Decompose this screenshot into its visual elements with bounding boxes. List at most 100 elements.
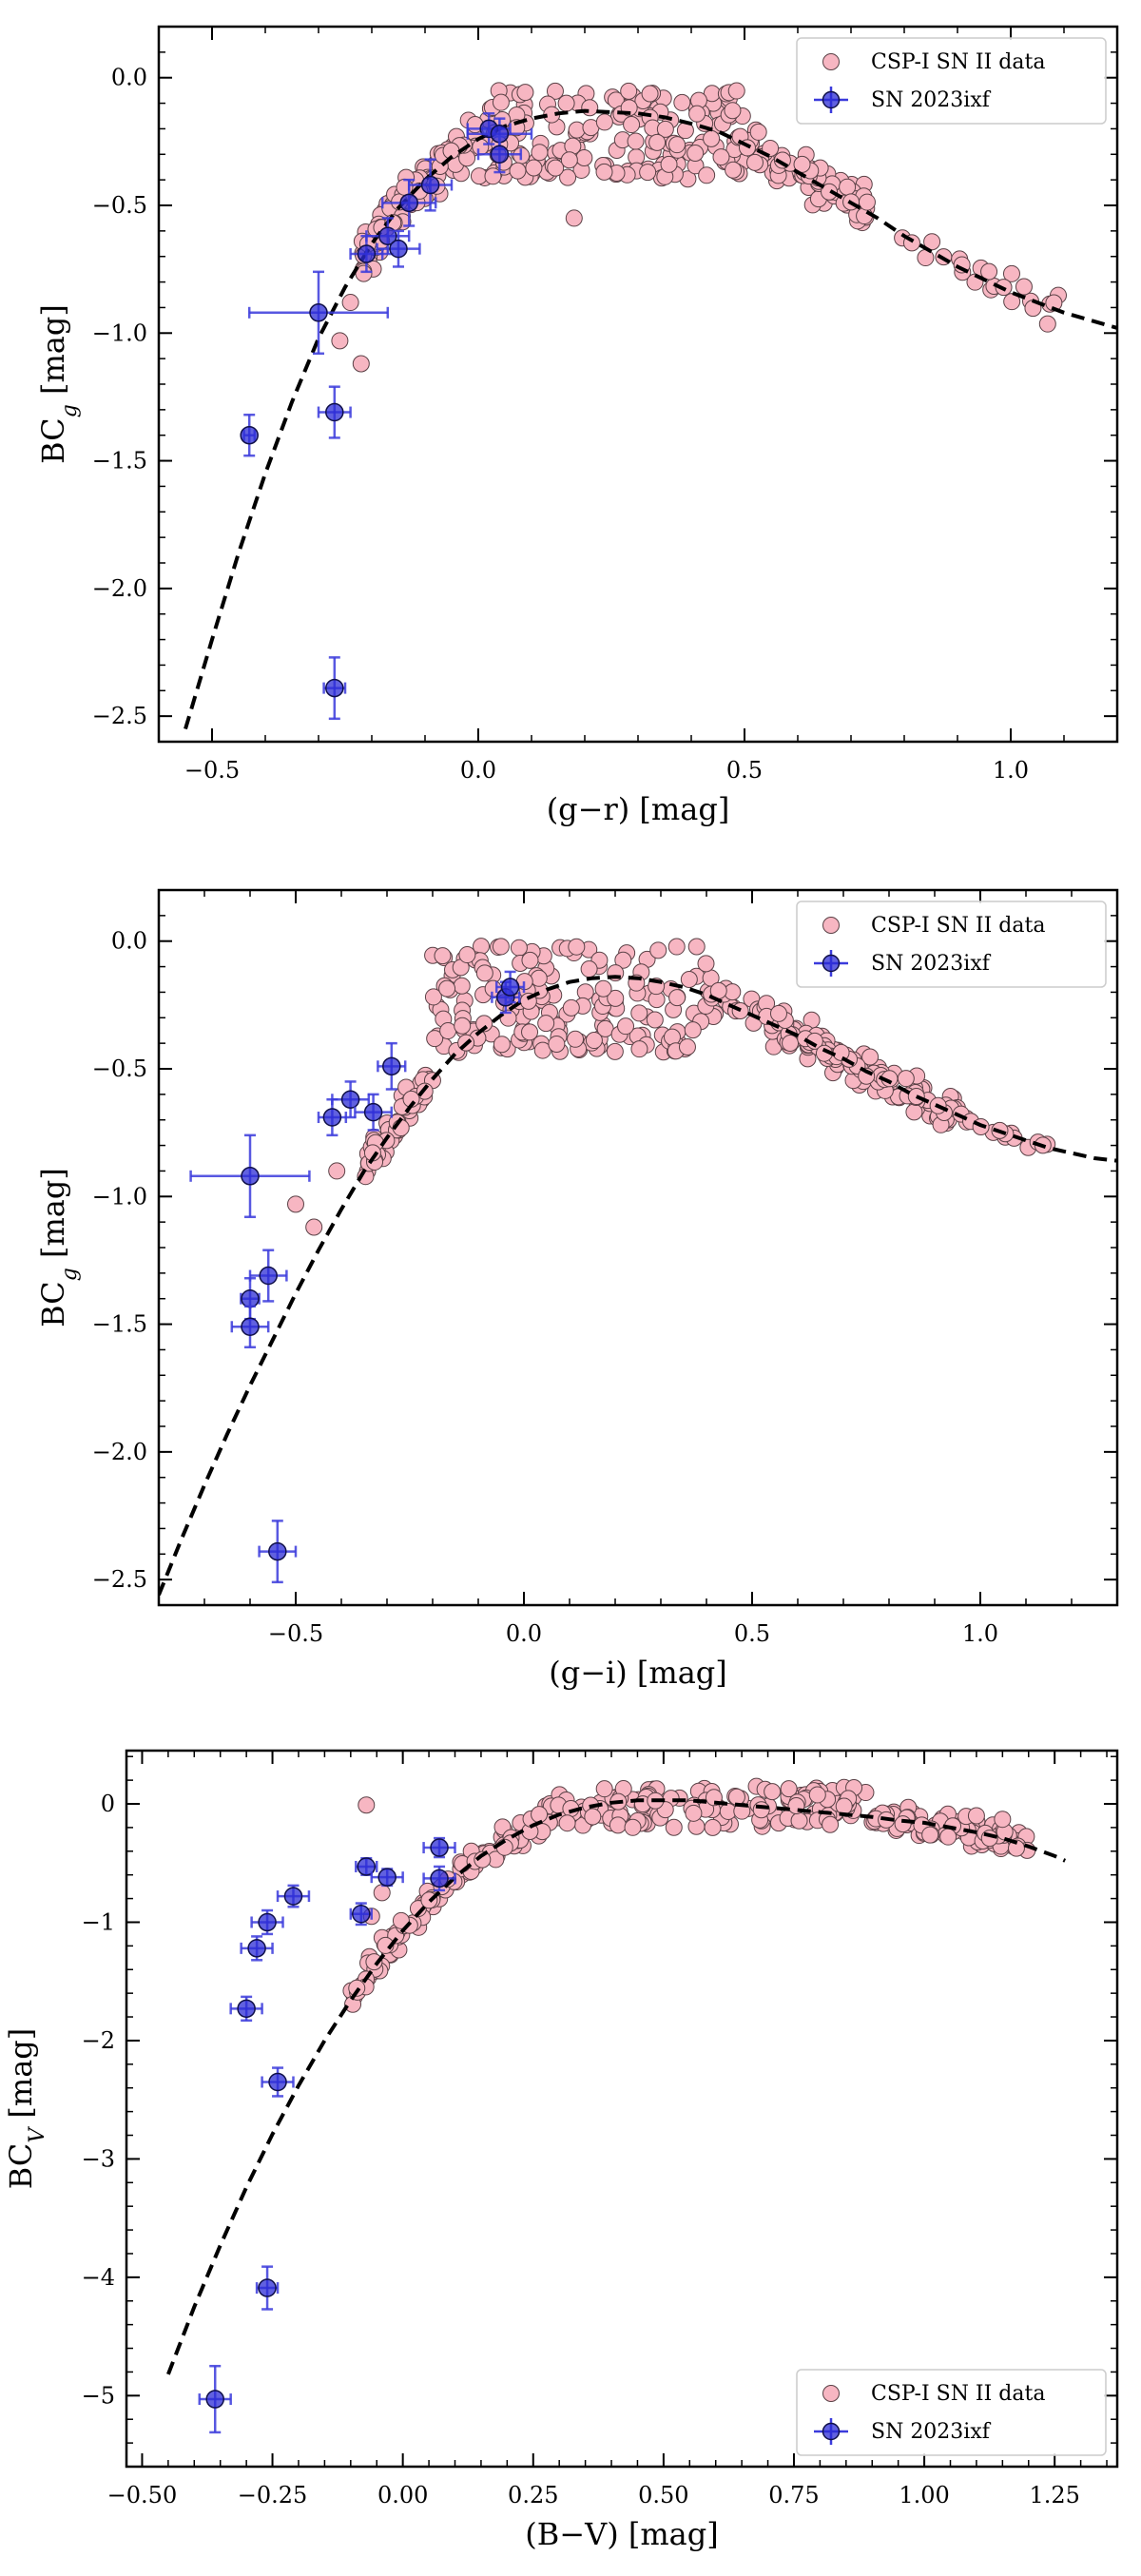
x-tick-label: 0.5 [734,1620,770,1647]
csp-point [684,1021,702,1039]
csp-point [439,1022,457,1040]
csp-point [839,178,857,196]
ticks [159,26,1118,743]
csp-point [905,1103,923,1121]
csp-point [917,249,935,267]
x-tick-label: 1.25 [1029,2482,1079,2508]
csp-point [680,971,698,989]
sn-point [317,385,352,439]
csp-point [752,1801,770,1819]
csp-point [764,1783,782,1801]
csp-point [685,1804,703,1822]
csp-point [897,1070,915,1088]
y-tick-label: −2.5 [92,703,147,729]
x-tick-label: 0.00 [377,2482,428,2508]
sn-point [240,1935,274,1962]
plot-area [166,1777,1067,2434]
csp-point [580,960,598,978]
csp-point [994,1811,1012,1829]
legend-sn-label: SN 2023ixf [871,88,992,112]
csp-point [624,1818,642,1836]
csp-point [305,1218,323,1236]
csp-data-points [342,1777,1036,2013]
sn-point [317,1097,348,1137]
csp-point [521,1023,539,1041]
y-tick-label: −0.5 [92,1056,147,1082]
sn-point [322,656,347,721]
csp-point [745,153,764,171]
csp-point [568,121,586,139]
csp-point [458,946,476,964]
csp-point [614,951,632,969]
csp-point [861,1048,880,1066]
sn-point [349,234,384,274]
csp-point [509,162,527,180]
csp-point [858,193,876,211]
csp-point [668,989,687,1007]
sn-point [230,1305,270,1348]
sn-point [258,1520,298,1584]
csp-point [630,1040,648,1058]
csp-point [348,1979,366,1997]
axes-frame [125,1749,1119,2469]
sn-point [247,270,390,356]
csp-point [568,938,586,956]
csp-point [725,161,743,179]
csp-point [426,1030,444,1048]
csp-point [424,988,442,1006]
csp-point [365,1953,383,1971]
sn-point [248,1249,288,1303]
csp-point [434,947,452,965]
csp-point [560,151,578,169]
csp-point [769,1004,787,1022]
sn-point [376,229,421,268]
legend-csp-label: CSP-I SN II data [871,914,1045,938]
csp-point [454,1017,472,1035]
csp-point [525,159,543,177]
sn-point [422,1836,456,1859]
csp-point [352,355,370,373]
x-tick-label: 0.0 [506,1620,542,1647]
y-tick-label: −5 [82,2382,115,2409]
csp-point [595,163,613,181]
csp-point [493,1036,511,1054]
x-tick-label: 0.0 [460,757,496,784]
x-tick-label: 1.0 [993,757,1029,784]
fit-curve [166,1798,1067,2375]
sn-point [365,217,411,256]
csp-point [564,137,582,155]
x-tick-label: 0.5 [726,757,763,784]
y-tick-label: −3 [82,2145,115,2172]
csp-point [790,1811,808,1830]
csp-point [558,1814,576,1832]
csp-point [472,138,490,156]
sn-point [250,1908,284,1936]
sn-point [198,2364,232,2434]
x-tick-label: 0.50 [638,2482,688,2508]
fit-curve [159,975,1117,1597]
csp-point [724,102,742,120]
sn-point [240,413,259,457]
csp-point [492,938,510,956]
csp-point [392,1911,410,1929]
csp-point [921,1826,939,1844]
y-tick-label: −2.0 [92,1439,147,1465]
sn-point [229,1995,263,2023]
y-axis-label: BCg [mag] [35,304,82,464]
csp-point [648,133,667,151]
csp-point [641,85,659,103]
x-tick-label: 0.75 [768,2482,819,2508]
csp-point [595,1780,613,1798]
csp-point [396,178,414,196]
csp-point [606,1042,624,1060]
y-tick-label: −2 [82,2027,115,2054]
legend-csp-label: CSP-I SN II data [871,50,1045,74]
csp-point [639,164,657,182]
y-tick-label: −1.0 [92,320,147,346]
csp-point [660,155,678,173]
x-axis-label: (g−r) [mag] [547,791,730,827]
fit-curve [184,108,1117,730]
y-tick-label: 0.0 [111,65,147,91]
csp-point [537,1015,555,1033]
panel-bcg-vs-g-i: −0.5 0.0 0.5 1.0 0.0 −0.5 −1.0 −1.5 −2.0 −2.5 (g−i… [35,888,1119,1691]
